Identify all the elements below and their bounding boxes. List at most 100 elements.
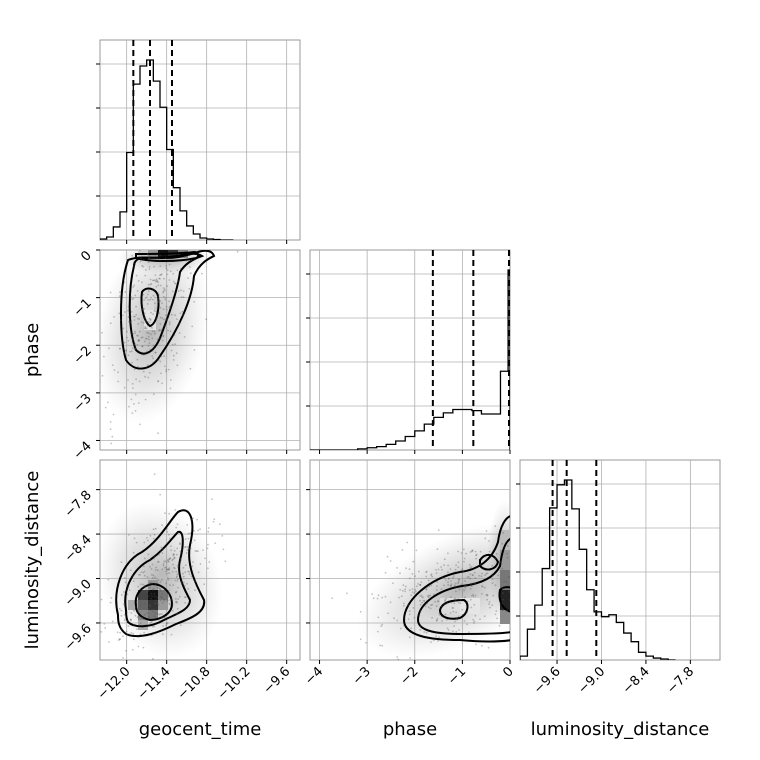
scatter-point <box>132 575 135 577</box>
scatter-point <box>140 321 143 323</box>
scatter-point <box>145 367 148 370</box>
scatter-point <box>191 518 193 521</box>
scatter-point <box>187 602 190 605</box>
scatter-point <box>206 547 209 550</box>
scatter-point <box>425 631 428 634</box>
scatter-point <box>136 628 139 630</box>
scatter-point <box>475 553 478 556</box>
scatter-point <box>453 575 455 577</box>
scatter-point <box>176 612 179 615</box>
scatter-point <box>127 586 130 589</box>
scatter-point <box>147 586 150 589</box>
scatter-point <box>187 277 190 279</box>
scatter-point <box>151 298 154 301</box>
scatter-point <box>152 330 154 332</box>
scatter-point <box>133 343 135 346</box>
scatter-point <box>163 288 166 291</box>
scatter-point <box>132 347 134 350</box>
scatter-point <box>389 601 392 604</box>
scatter-point <box>440 605 443 608</box>
scatter-point <box>447 577 450 580</box>
scatter-point <box>137 317 139 320</box>
scatter-point <box>166 269 169 271</box>
scatter-point <box>157 561 159 563</box>
scatter-point <box>161 568 164 571</box>
scatter-point <box>435 619 438 622</box>
scatter-point <box>145 607 148 610</box>
scatter-point <box>436 562 439 565</box>
scatter-point <box>156 569 159 572</box>
scatter-point <box>460 552 463 554</box>
scatter-point <box>149 622 152 624</box>
scatter-point <box>116 631 119 634</box>
scatter-point <box>131 361 134 364</box>
y-tick-label: −9.0 <box>62 577 95 610</box>
scatter-point <box>157 243 159 245</box>
scatter-point <box>516 574 518 576</box>
scatter-point <box>176 364 179 367</box>
scatter-point <box>130 295 132 298</box>
scatter-point <box>146 253 149 256</box>
scatter-point <box>454 568 457 571</box>
scatter-point <box>150 311 152 314</box>
scatter-point <box>159 613 162 615</box>
scatter-point <box>455 611 457 614</box>
scatter-point <box>159 265 162 267</box>
scatter-point <box>154 599 157 602</box>
scatter-point <box>179 542 181 545</box>
scatter-point <box>153 473 156 476</box>
scatter-point <box>145 320 148 323</box>
scatter-point <box>112 413 115 416</box>
scatter-point <box>164 297 167 299</box>
scatter-point <box>168 567 171 569</box>
scatter-point <box>164 624 167 627</box>
scatter-point <box>381 596 384 599</box>
scatter-point <box>163 598 166 601</box>
scatter-point <box>420 581 423 584</box>
scatter-point <box>202 549 204 551</box>
scatter-point <box>130 612 133 614</box>
scatter-point <box>444 599 446 601</box>
scatter-point <box>162 625 165 627</box>
scatter-point <box>168 572 171 574</box>
scatter-point <box>107 401 109 404</box>
scatter-point <box>138 318 141 320</box>
scatter-point <box>156 279 159 282</box>
scatter-point <box>147 376 150 379</box>
scatter-point <box>186 549 189 551</box>
x-tick-label: −1 <box>445 664 469 688</box>
scatter-point <box>194 550 197 552</box>
scatter-point <box>152 344 155 347</box>
scatter-point <box>159 588 161 590</box>
scatter-point <box>498 624 501 627</box>
scatter-point <box>415 549 418 552</box>
scatter-point <box>143 603 146 606</box>
scatter-point <box>180 296 183 298</box>
scatter-point <box>171 571 174 573</box>
scatter-point <box>168 323 171 326</box>
scatter-point <box>124 311 126 313</box>
scatter-point <box>441 576 444 579</box>
scatter-point <box>189 532 192 534</box>
scatter-point <box>155 317 158 320</box>
scatter-point <box>149 534 152 537</box>
scatter-point <box>137 636 140 638</box>
scatter-point <box>402 605 405 607</box>
scatter-point <box>430 573 433 576</box>
scatter-point <box>467 576 470 578</box>
scatter-point <box>177 586 179 589</box>
scatter-point <box>425 570 428 573</box>
scatter-point <box>443 584 445 587</box>
scatter-point <box>138 624 141 627</box>
scatter-point <box>143 574 146 577</box>
scatter-point <box>470 585 473 587</box>
scatter-point <box>153 625 156 628</box>
scatter-point <box>119 347 121 350</box>
scatter-point <box>155 310 158 313</box>
scatter-point <box>157 295 160 298</box>
scatter-point <box>147 283 150 286</box>
scatter-point <box>148 338 150 341</box>
scatter-point <box>170 598 173 601</box>
scatter-point <box>166 559 169 561</box>
scatter-point <box>133 265 136 268</box>
